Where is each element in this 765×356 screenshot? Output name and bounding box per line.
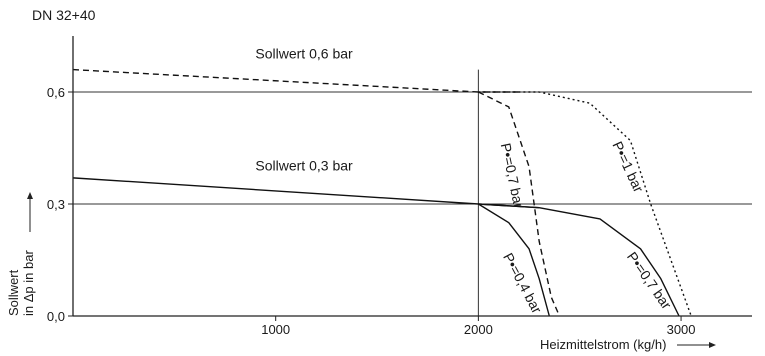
annotation-label: Sollwert 0,3 bar bbox=[255, 157, 353, 173]
data-series bbox=[72, 68, 692, 317]
annotation-label: P•=0,7 bar bbox=[498, 142, 527, 210]
y-tick-label: 0,6 bbox=[47, 85, 65, 100]
y-axis-arrow bbox=[27, 192, 33, 232]
y-axis-label-2: in Δp in bar bbox=[21, 250, 36, 316]
series-line bbox=[478, 91, 692, 317]
annotations: Sollwert 0,6 bar Sollwert 0,3 bar P•=0,7 b… bbox=[255, 45, 675, 316]
series-line bbox=[478, 203, 550, 317]
annotation-label: P•=0,7 bar bbox=[624, 249, 675, 313]
x-axis-arrow bbox=[677, 342, 716, 348]
annotation-label: Sollwert 0,6 bar bbox=[255, 45, 353, 61]
x-tick-label: 2000 bbox=[464, 322, 493, 337]
x-tick-label: 1000 bbox=[261, 322, 290, 337]
y-tick-label: 0,3 bbox=[47, 197, 65, 212]
y-tick-label: 0,0 bbox=[47, 309, 65, 324]
axis-ticks: 1000 2000 3000 0,0 0,3 0,6 bbox=[47, 85, 696, 337]
grid-lines bbox=[73, 69, 752, 316]
annotation-label: P•=1 bar bbox=[609, 139, 647, 195]
y-axis-label-1: Sollwert bbox=[6, 269, 21, 316]
x-tick-label: 3000 bbox=[667, 322, 696, 337]
series-line bbox=[478, 203, 680, 317]
series-line bbox=[72, 177, 540, 209]
annotation-label: P•=0,4 bar bbox=[500, 250, 545, 316]
series-line bbox=[72, 68, 519, 93]
series-line bbox=[478, 91, 561, 317]
chart-title: DN 32+40 bbox=[32, 7, 96, 23]
x-axis-label: Heizmittelstrom (kg/h) bbox=[540, 337, 666, 352]
